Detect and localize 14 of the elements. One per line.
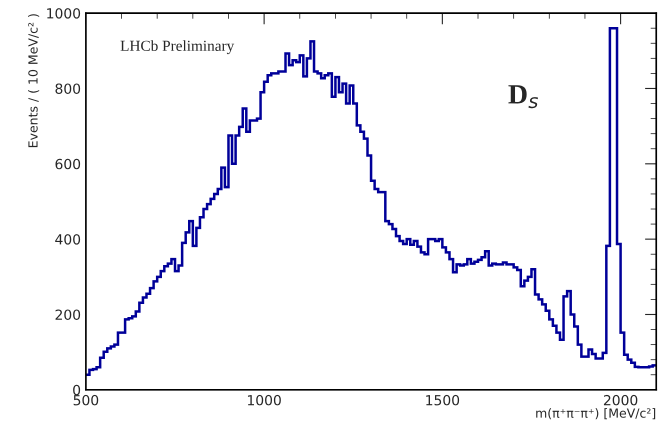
y-tick-label: 600	[55, 158, 80, 170]
y-tick-label: 800	[55, 83, 80, 94]
y-tick-label: 0	[73, 384, 80, 396]
x-tick-label: 1500	[426, 394, 460, 406]
y-axis-title: Events / ( 10 MeV/c² )	[28, 14, 40, 148]
annotation: D$_{s}$	[508, 85, 538, 108]
x-tick-label: 2000	[604, 394, 638, 406]
annotation: LHCb Preliminary	[120, 40, 234, 54]
x-tick-label: 500	[74, 394, 98, 406]
y-tick-label: 1000	[47, 8, 80, 19]
y-tick-label: 200	[56, 309, 80, 320]
x-axis-title: m(π⁺π⁻π⁺) [MeV/c²]	[536, 408, 656, 420]
y-tick-label: 400	[55, 234, 80, 245]
x-tick-label: 1000	[248, 394, 281, 406]
